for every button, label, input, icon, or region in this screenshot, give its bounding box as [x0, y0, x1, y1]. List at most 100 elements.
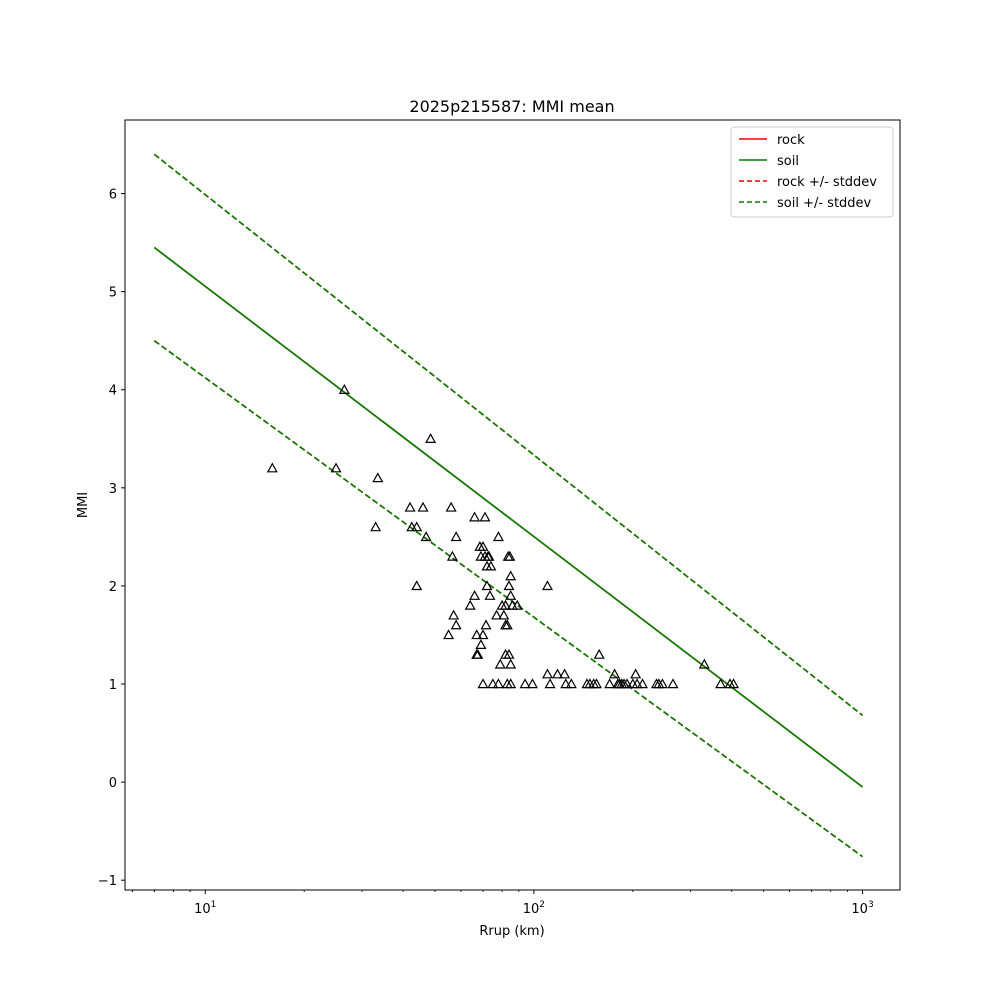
observation-point — [491, 609, 503, 620]
observation-point — [425, 433, 437, 443]
chart-title: 2025p215587: MMI mean — [409, 97, 614, 116]
observation-point — [526, 678, 538, 689]
observation-point — [631, 678, 643, 689]
observation-point — [503, 648, 515, 659]
x-axis: 101 102 103 — [131, 890, 874, 917]
y-tick-label: 1 — [109, 678, 117, 693]
legend-label: rock — [777, 133, 805, 148]
observation-point — [630, 668, 642, 679]
observation-point — [728, 678, 740, 689]
x-tick-label: 102 — [523, 900, 545, 917]
plot-area — [124, 119, 901, 891]
x-axis-label: Rrup (km) — [479, 924, 544, 939]
observation-point — [420, 531, 432, 542]
observation-point — [511, 599, 523, 610]
observation-point — [590, 678, 602, 689]
observation-point — [560, 678, 572, 689]
observation-point — [372, 472, 384, 483]
observation-point — [609, 668, 621, 679]
observation-point — [479, 511, 491, 522]
legend-label: soil — [777, 154, 799, 169]
y-tick-label: 5 — [109, 286, 117, 301]
observation-point — [475, 639, 487, 649]
observation-point — [494, 658, 506, 669]
observation-point — [636, 678, 649, 689]
observation-point — [443, 629, 455, 640]
observation-point — [544, 678, 556, 689]
observation-point — [500, 599, 512, 610]
model-line-soil-1 — [153, 246, 864, 788]
observation-point — [404, 501, 416, 512]
observation-point — [446, 550, 458, 561]
observation-point — [667, 678, 679, 689]
y-tick-label: 0 — [109, 776, 117, 791]
legend-label: soil +/- stddev — [777, 196, 872, 211]
observation-point — [551, 668, 564, 679]
observation-point — [487, 678, 499, 689]
observation-point — [501, 619, 513, 630]
plot-frame — [124, 119, 901, 891]
legend-box — [730, 126, 894, 218]
x-tick-label: 101 — [194, 900, 216, 917]
y-tick-label: 3 — [109, 482, 117, 497]
model-lines — [153, 153, 864, 858]
observation-point — [450, 619, 462, 630]
observation-point — [505, 658, 517, 669]
observation-point — [505, 678, 517, 689]
observation-point — [484, 589, 496, 600]
y-axis-label: MMI — [76, 492, 91, 518]
observation-points — [266, 384, 740, 689]
observation-point — [330, 462, 342, 473]
observation-point — [450, 531, 462, 542]
observation-point — [504, 550, 516, 561]
observation-point — [519, 678, 531, 689]
observation-point — [464, 599, 476, 610]
observation-point — [477, 678, 489, 689]
legend-label: rock +/- stddev — [777, 175, 877, 190]
observation-point — [715, 678, 727, 689]
observation-point — [505, 570, 517, 581]
y-axis: −1 0 1 2 3 4 5 6 — [98, 188, 125, 889]
observation-point — [471, 629, 483, 640]
observation-point — [621, 678, 633, 689]
observation-point — [593, 648, 605, 659]
observation-point — [411, 521, 423, 532]
observation-point — [541, 668, 554, 679]
observation-point — [445, 501, 457, 512]
observation-point — [503, 580, 515, 591]
observation-point — [559, 668, 571, 679]
observation-point — [492, 531, 504, 542]
observation-point — [417, 501, 429, 512]
observation-point — [698, 658, 710, 669]
observation-point — [266, 462, 278, 473]
y-tick-label: −1 — [98, 874, 117, 889]
observation-point — [477, 629, 489, 640]
model-line-soil-stddev-5 — [153, 340, 864, 858]
observation-point — [656, 678, 668, 689]
observation-point — [448, 609, 460, 620]
observation-point — [492, 678, 504, 689]
observation-point — [338, 384, 350, 394]
y-tick-label: 2 — [109, 580, 117, 595]
observation-point — [541, 580, 554, 591]
observation-point — [370, 521, 382, 532]
legend: rock soil rock +/- stddev soil +/- stddev — [730, 126, 894, 218]
observation-point — [485, 560, 497, 571]
y-tick-label: 4 — [109, 384, 117, 399]
observation-point — [505, 589, 517, 600]
observation-point — [480, 619, 492, 630]
observation-point — [411, 580, 423, 591]
x-tick-label: 103 — [851, 900, 873, 917]
model-line-soil-stddev-4 — [153, 153, 864, 717]
y-tick-label: 6 — [109, 188, 117, 203]
observation-point — [469, 511, 481, 522]
observation-point — [469, 589, 481, 600]
observation-point — [498, 609, 510, 620]
observation-point — [472, 648, 484, 659]
observation-point — [483, 550, 495, 561]
observation-point — [565, 678, 577, 689]
observation-point — [481, 580, 493, 591]
observation-point — [477, 540, 489, 551]
observation-point — [604, 678, 616, 689]
